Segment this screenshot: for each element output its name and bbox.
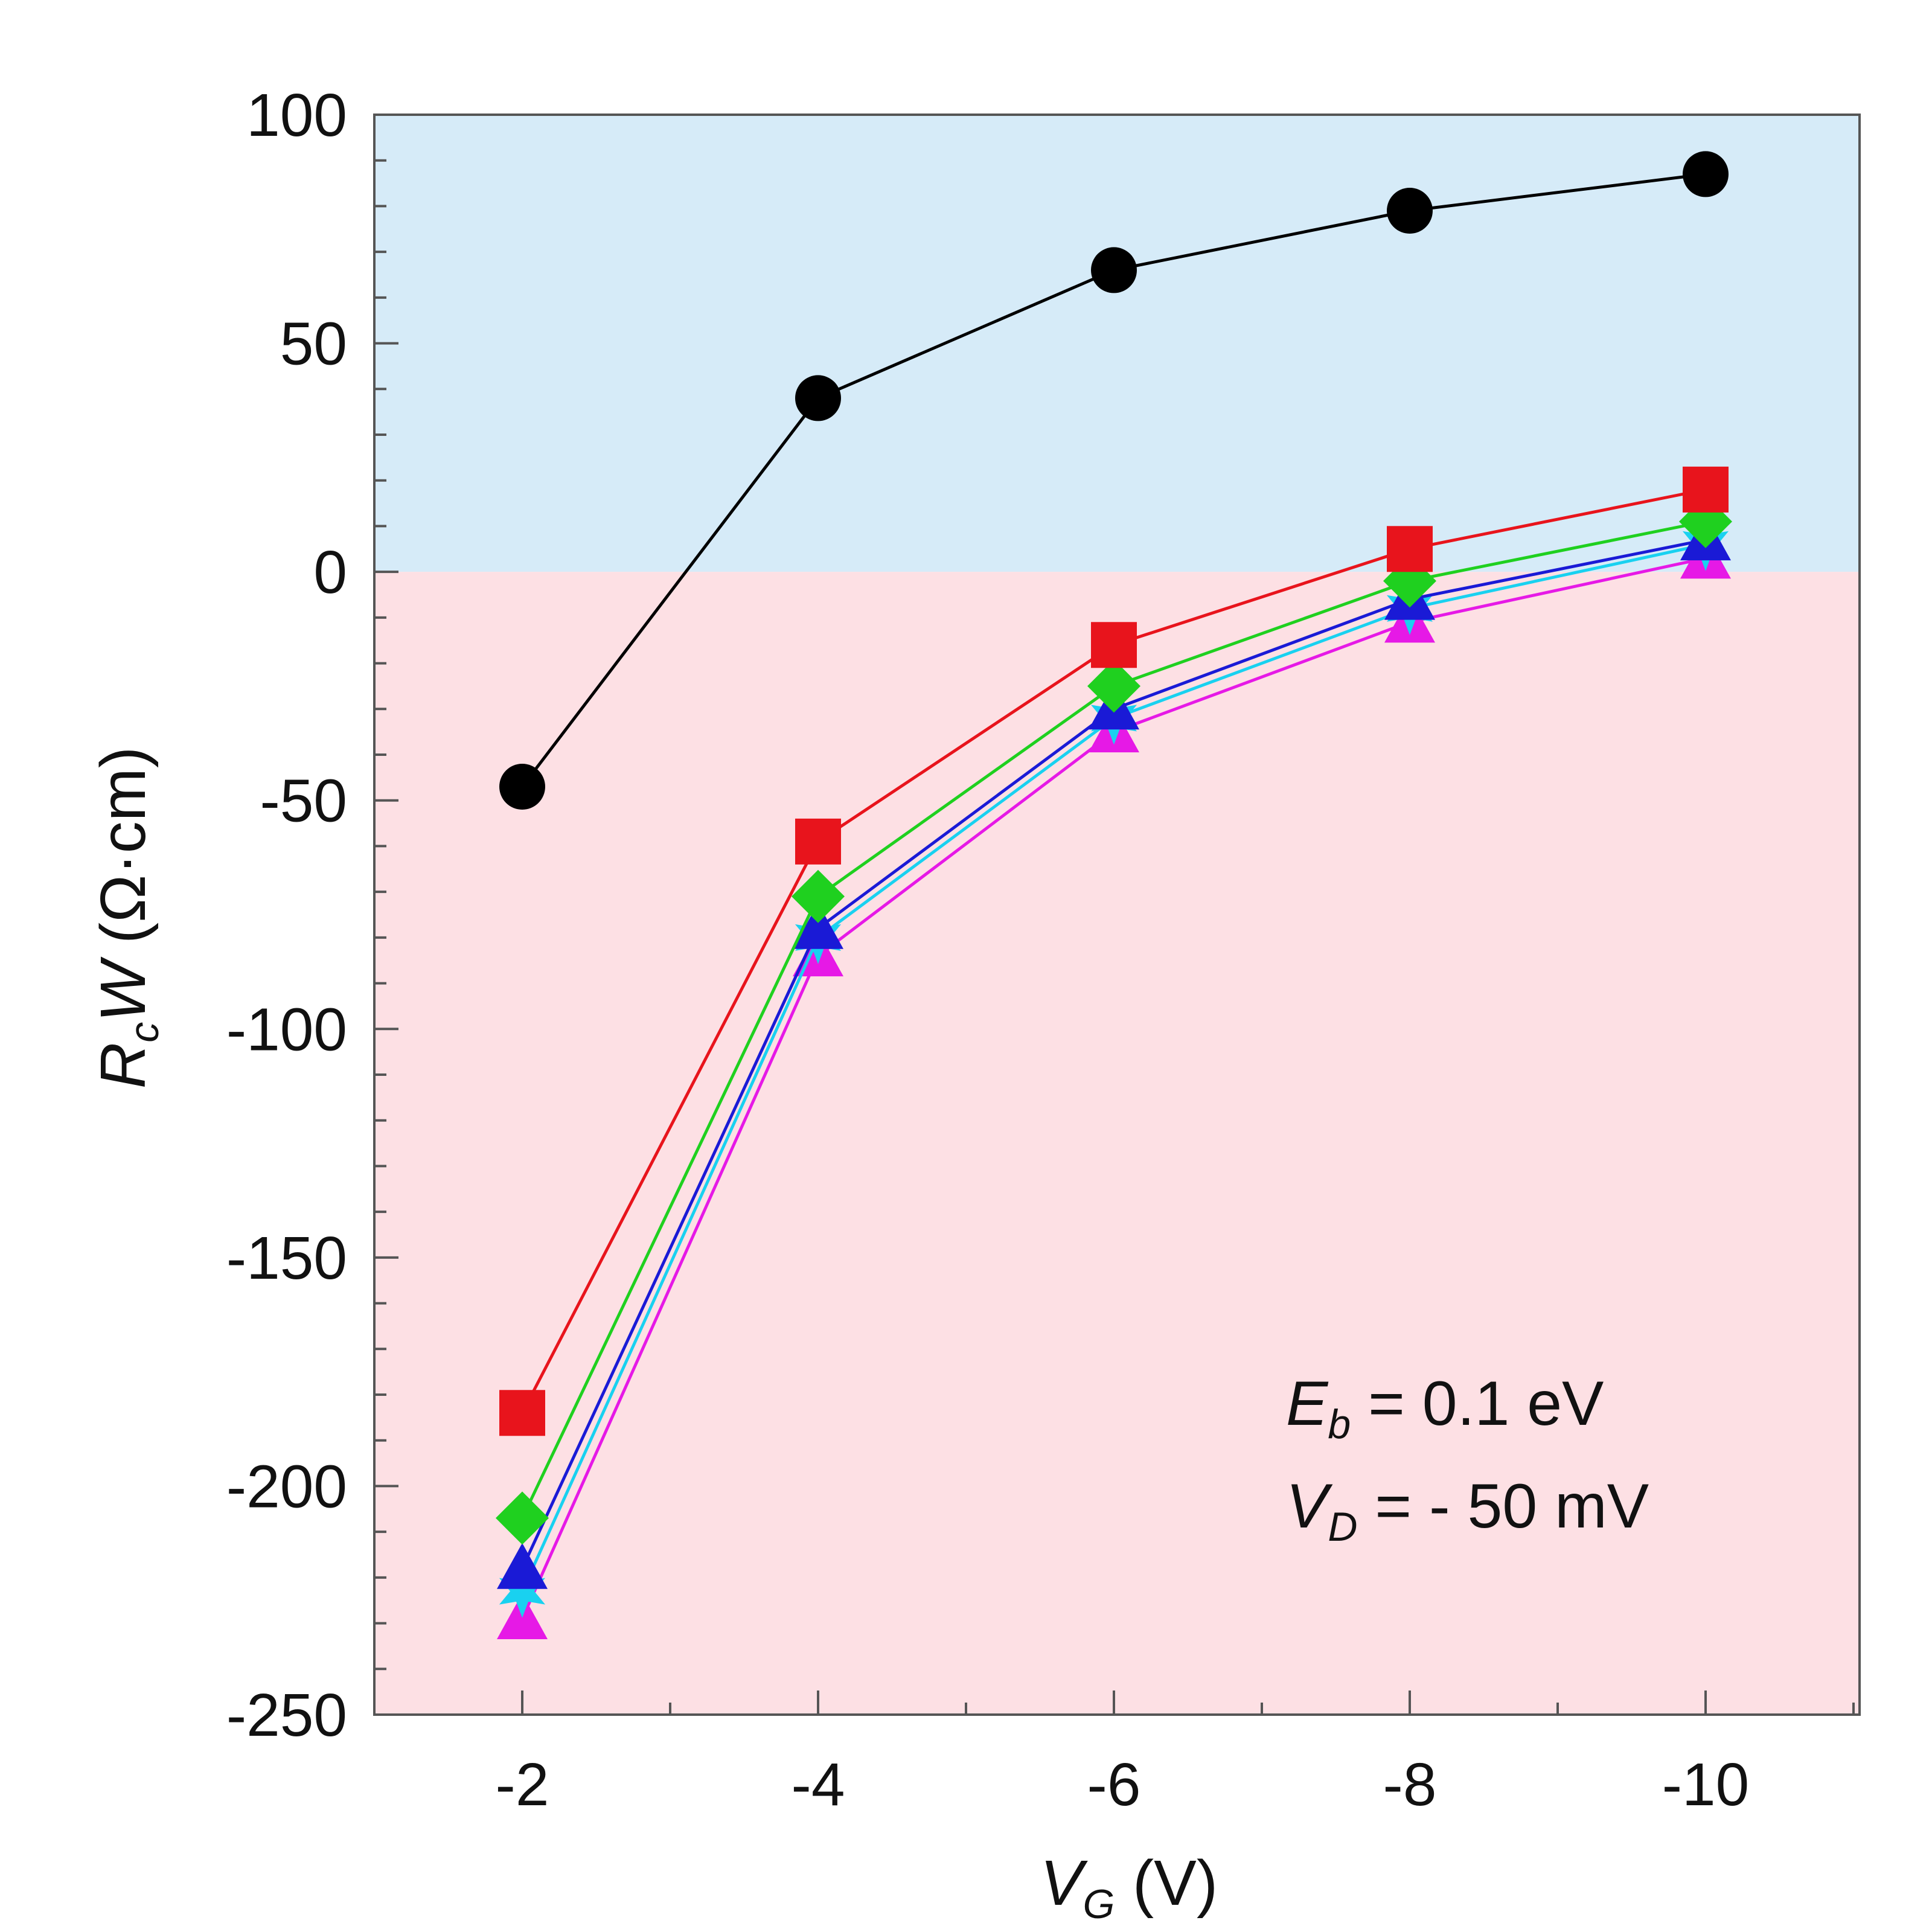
annotation-eb: Eb = 0.1 eV (1286, 1369, 1604, 1447)
tick-labels: 100 50 0 -50 -100 -150 -200 -250 -2 -4 -6 -8 -10 (226, 82, 1749, 1818)
y-tick-label: -100 (226, 996, 347, 1063)
series-green-diamonds (496, 494, 1732, 1545)
y-tick-label: 0 (313, 539, 347, 606)
y-tick-label: -50 (260, 767, 347, 835)
data-point (499, 764, 545, 810)
data-point (1387, 188, 1433, 234)
axes (373, 114, 1861, 1716)
y-tick-label: -250 (226, 1681, 347, 1749)
region-negative (374, 572, 1860, 1715)
data-point (1091, 247, 1137, 293)
plot-frame (373, 114, 1861, 1716)
data-point (795, 375, 841, 421)
data-point (793, 903, 843, 949)
x-axis-title: VG (V) (1040, 1847, 1218, 1927)
x-tick-label: -10 (1662, 1751, 1750, 1818)
x-tick-label: -8 (1383, 1751, 1437, 1818)
x-tick-label: -4 (792, 1751, 845, 1818)
data-point (1683, 151, 1729, 197)
y-tick-label: 100 (246, 82, 347, 149)
y-tick-label: -150 (226, 1224, 347, 1292)
x-tick-label: -2 (496, 1751, 549, 1818)
series-group (496, 151, 1732, 1639)
data-point (496, 1491, 549, 1545)
series-red-squares (499, 466, 1729, 1436)
data-point (499, 1564, 546, 1618)
data-point (1091, 622, 1137, 668)
y-tick-label: 50 (280, 310, 347, 378)
x-tick-label: -6 (1087, 1751, 1141, 1818)
y-axis-title: RcW (Ω·cm) (88, 747, 167, 1089)
data-point (499, 1390, 545, 1436)
region-positive (374, 115, 1860, 572)
annotation-vd: VD = - 50 mV (1286, 1471, 1649, 1550)
data-point (1683, 466, 1729, 513)
data-point (792, 869, 845, 923)
plot-background (374, 115, 1860, 1715)
data-point (795, 818, 841, 865)
data-point (497, 1543, 548, 1589)
series-black-circles (499, 151, 1729, 810)
y-tick-label: -200 (226, 1453, 347, 1520)
data-point (1387, 526, 1433, 572)
data-point (1087, 659, 1140, 713)
